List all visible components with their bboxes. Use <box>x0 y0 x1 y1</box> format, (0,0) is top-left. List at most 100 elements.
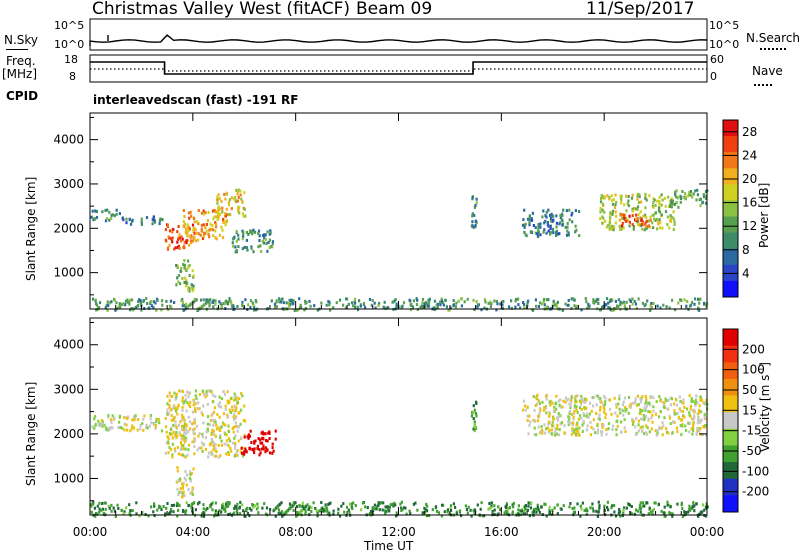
power-cell <box>539 301 542 305</box>
velocity-cell <box>209 505 212 509</box>
power-cell <box>537 228 540 232</box>
velocity-cell <box>167 435 170 439</box>
power-cell <box>535 304 538 308</box>
velocity-cell <box>177 504 180 507</box>
velocity-cell <box>354 504 357 507</box>
power-cell <box>353 297 357 301</box>
power-cell <box>368 298 372 301</box>
velocity-cell <box>207 455 210 459</box>
velocity-cell <box>184 478 187 482</box>
power-cell <box>193 297 196 301</box>
power-cell <box>320 301 323 305</box>
power-cell <box>187 266 190 270</box>
power-cell <box>657 220 660 223</box>
velocity-cell <box>479 507 482 511</box>
power-cell <box>249 299 253 303</box>
velocity-cell <box>595 412 598 415</box>
power-colorbar-segment <box>723 152 738 169</box>
velocity-cell <box>645 397 648 401</box>
velocity-cell <box>615 433 618 437</box>
velocity-cell <box>180 437 183 441</box>
power-cell <box>572 297 575 301</box>
power-cell <box>611 202 615 206</box>
power-cell <box>524 222 527 226</box>
velocity-cell <box>175 436 178 440</box>
power-cell <box>573 298 576 302</box>
velocity-cell <box>338 514 342 518</box>
velocity-cell <box>556 418 560 422</box>
velocity-cell <box>239 408 243 412</box>
velocity-cell <box>645 424 648 428</box>
power-cell <box>177 238 180 242</box>
velocity-cell <box>695 394 698 398</box>
power-cell <box>632 227 635 231</box>
velocity-cell <box>589 506 592 510</box>
power-cell <box>622 300 626 304</box>
power-cell <box>686 300 689 303</box>
velocity-cell <box>606 505 609 509</box>
power-cell <box>378 301 381 305</box>
power-cell <box>232 305 235 309</box>
velocity-cell <box>184 436 187 440</box>
velocity-cell <box>689 404 693 408</box>
velocity-cell <box>635 417 638 420</box>
velocity-cell <box>236 429 239 433</box>
power-cell <box>547 229 550 233</box>
velocity-cell <box>131 509 134 513</box>
power-cell <box>567 299 570 302</box>
velocity-cell <box>569 404 572 408</box>
power-cell <box>252 308 256 312</box>
velocity-cell <box>212 447 215 451</box>
velocity-cell <box>575 429 578 433</box>
power-cell <box>656 304 659 308</box>
velocity-colorbar-tick-label: -50 <box>742 444 762 458</box>
velocity-cell <box>414 501 417 505</box>
velocity-cell <box>573 406 576 410</box>
velocity-cell <box>101 502 104 505</box>
velocity-cell <box>241 394 244 398</box>
power-cell <box>129 298 132 302</box>
power-cell <box>654 204 657 207</box>
velocity-cell <box>231 405 234 409</box>
velocity-cell <box>619 514 622 518</box>
velocity-cell <box>697 408 701 412</box>
velocity-cell <box>541 431 544 435</box>
velocity-cell <box>475 401 478 405</box>
power-cell <box>658 199 661 203</box>
power-cell <box>220 210 224 214</box>
velocity-cell <box>125 506 128 510</box>
velocity-cell <box>569 406 572 409</box>
power-cell <box>684 196 687 200</box>
velocity-cell <box>226 443 229 447</box>
velocity-cell <box>600 433 603 437</box>
velocity-cell <box>193 432 196 436</box>
counts-tick-high-left: 10^5 <box>54 19 85 32</box>
velocity-cell <box>583 406 586 410</box>
power-cell <box>421 297 425 301</box>
power-cell <box>264 233 267 237</box>
velocity-cell <box>304 512 307 516</box>
velocity-cell <box>207 389 210 393</box>
velocity-cell <box>667 398 670 402</box>
power-cell <box>523 225 526 229</box>
power-cell <box>175 264 178 267</box>
power-cell <box>304 299 307 303</box>
power-cell <box>184 267 187 271</box>
velocity-cell <box>446 510 449 514</box>
velocity-cell <box>531 511 534 515</box>
power-cell <box>222 220 225 224</box>
power-cell <box>542 230 545 234</box>
velocity-cell <box>613 504 616 507</box>
velocity-cell <box>166 502 169 505</box>
velocity-cell <box>538 406 541 410</box>
velocity-cell <box>505 510 508 514</box>
power-cell <box>556 232 559 236</box>
velocity-cell <box>599 397 602 401</box>
velocity-cell <box>579 514 582 518</box>
velocity-cell <box>425 502 428 506</box>
power-cell <box>90 215 93 219</box>
velocity-cell <box>233 454 236 458</box>
power-cell <box>259 244 262 248</box>
velocity-cell <box>235 405 238 409</box>
velocity-cell <box>465 508 469 511</box>
